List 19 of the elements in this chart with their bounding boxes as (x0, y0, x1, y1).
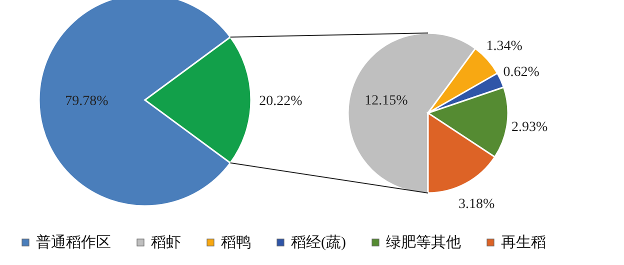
data-label: 12.15% (364, 93, 408, 108)
legend-item: 绿肥等其他 (372, 235, 461, 251)
data-label: 0.62% (503, 64, 540, 80)
data-label: 3.18% (458, 197, 495, 212)
data-label: 1.34% (486, 38, 523, 54)
legend-label: 再生稻 (501, 234, 546, 251)
legend-label: 稻鸭 (221, 235, 251, 251)
data-label: 79.78% (65, 94, 109, 109)
legend-item: 再生稻 (486, 235, 546, 251)
legend-label: 稻经(蔬) (291, 234, 346, 251)
data-label: 2.93% (511, 120, 548, 136)
legend-item: 普通稻作区 (22, 235, 111, 251)
legend-label: 普通稻作区 (36, 234, 111, 251)
legend-item: 稻经(蔬) (276, 235, 346, 251)
legend-label: 绿肥等其他 (386, 234, 461, 251)
legend-item: 稻鸭 (206, 235, 251, 251)
legend-label: 稻虾 (151, 234, 181, 251)
legend-item: 稻虾 (136, 235, 181, 251)
data-label: 20.22% (259, 94, 303, 109)
